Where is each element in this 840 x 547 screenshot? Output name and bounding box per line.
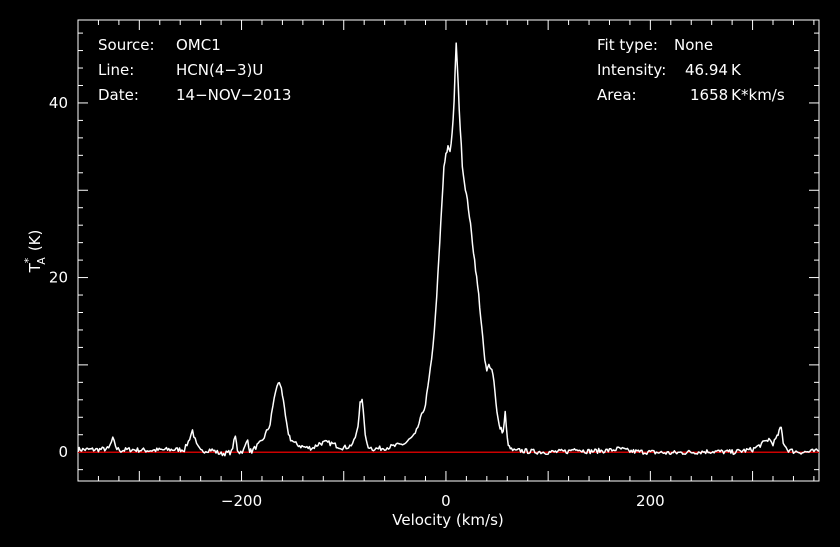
x-axis-label: Velocity (km/s): [392, 511, 503, 529]
axis-ticks: [77, 20, 819, 481]
svg-text:T*A(K): T*A (K): [22, 230, 48, 274]
intensity-value: 46.94 K: [685, 61, 742, 79]
tick-labels: −200 0 200 0 20 40: [49, 94, 665, 510]
y-axis-label-sub: A: [35, 257, 48, 265]
x-tick-label: 0: [441, 492, 451, 510]
fit-type-label: Fit type:: [597, 36, 658, 54]
y-tick-label: 0: [58, 443, 68, 461]
y-axis-label: T*A (K): [22, 230, 48, 274]
date-value: 14−NOV−2013: [176, 86, 291, 104]
x-tick-label: −200: [221, 492, 262, 510]
intensity-label: Intensity:: [597, 61, 666, 79]
y-tick-label: 40: [49, 94, 68, 112]
y-axis-label-sup: *: [22, 257, 35, 263]
date-label: Date:: [98, 86, 139, 104]
plot-frame: [77, 19, 820, 482]
y-axis-label-main: T: [26, 262, 44, 273]
fit-type-value: None: [674, 36, 713, 54]
y-tick-label: 20: [49, 269, 68, 287]
source-label: Source:: [98, 36, 155, 54]
area-value: 1658 K*km/s: [690, 86, 785, 104]
line-label: Line:: [98, 61, 134, 79]
spectrum-line: [77, 42, 820, 457]
source-value: OMC1: [176, 36, 221, 54]
line-value: HCN(4−3)U: [176, 61, 263, 79]
x-tick-label: 200: [636, 492, 665, 510]
y-axis-label-unit: (K): [26, 230, 44, 252]
area-label: Area:: [597, 86, 637, 104]
